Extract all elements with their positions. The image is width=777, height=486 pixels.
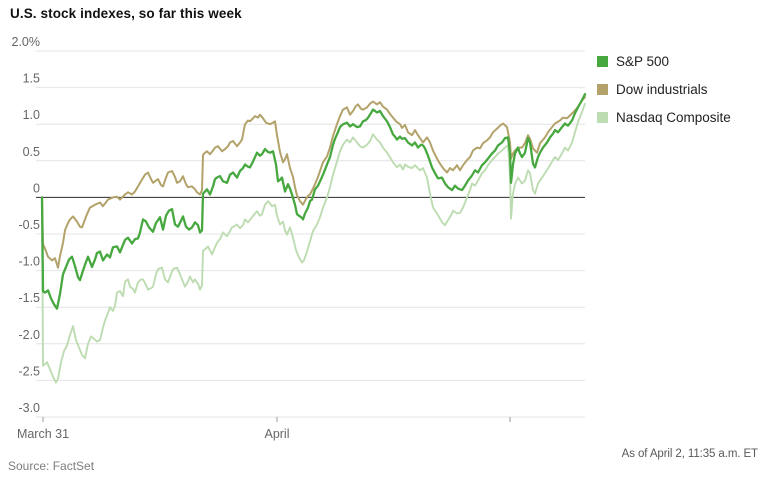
source-note: Source: FactSet <box>8 459 95 473</box>
as-of-note: As of April 2, 11:35 a.m. ET <box>621 448 758 460</box>
legend-swatch-dow <box>597 84 608 95</box>
y-tick-label: -2.0 <box>18 328 40 342</box>
y-tick-label: 0 <box>33 181 40 195</box>
series-dow-industrials <box>41 96 586 269</box>
y-tick-label: 2.0% <box>12 35 41 49</box>
x-tick-label: April <box>264 427 289 441</box>
x-tick-label: March 31 <box>17 427 69 441</box>
legend-swatch-sp500 <box>597 56 608 67</box>
legend-item-dow: Dow industrials <box>597 80 731 99</box>
y-tick-label: -0.5 <box>18 218 40 232</box>
legend-label-sp500: S&P 500 <box>616 54 670 69</box>
legend-item-nasdaq: Nasdaq Composite <box>597 108 731 127</box>
legend-swatch-nasdaq <box>597 112 608 123</box>
legend-label-dow: Dow industrials <box>616 82 708 97</box>
series-s-p-500 <box>40 93 587 310</box>
chart-title: U.S. stock indexes, so far this week <box>10 6 242 21</box>
y-tick-label: 0.5 <box>23 145 40 159</box>
y-tick-label: -1.0 <box>18 255 40 269</box>
y-tick-label: -3.0 <box>18 401 40 415</box>
legend: S&P 500 Dow industrials Nasdaq Composite <box>597 52 731 136</box>
y-tick-label: 1.0 <box>23 108 40 122</box>
y-tick-label: -1.5 <box>18 291 40 305</box>
legend-item-sp500: S&P 500 <box>597 52 731 71</box>
y-tick-label: -2.5 <box>18 364 40 378</box>
y-tick-label: 1.5 <box>23 72 40 86</box>
series-nasdaq-composite <box>41 102 586 384</box>
legend-label-nasdaq: Nasdaq Composite <box>616 110 731 125</box>
